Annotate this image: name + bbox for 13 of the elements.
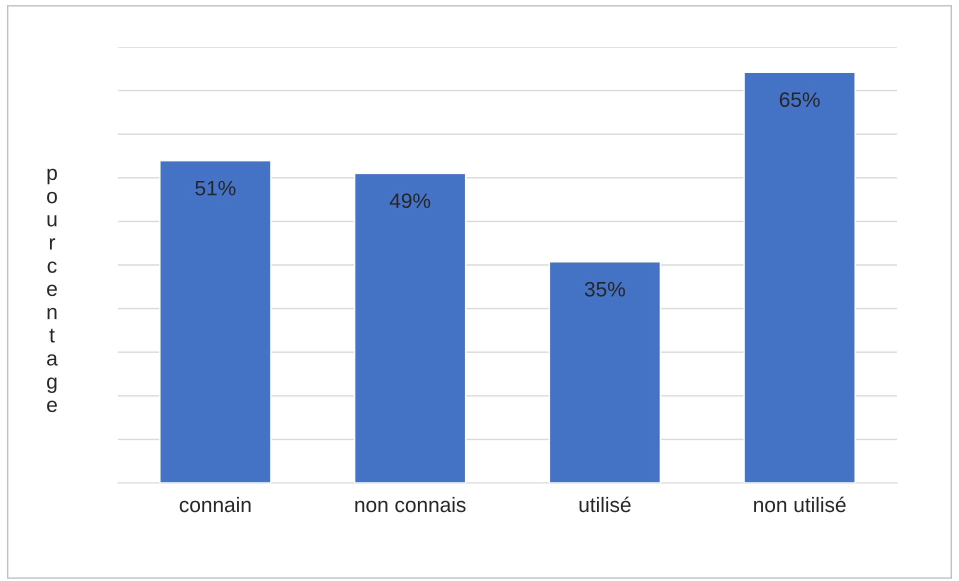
data-label: 51%: [195, 180, 236, 196]
x-tick-label: non utilisé: [754, 496, 846, 512]
data-label: 35%: [584, 282, 625, 297]
data-label: 49%: [390, 193, 430, 208]
bar: [354, 172, 466, 483]
data-label: 65%: [780, 92, 820, 108]
text: pourcentage: [47, 168, 58, 412]
bar: [743, 72, 856, 483]
x-tick-label: utilisé: [580, 496, 631, 512]
x-tick-label: connain: [180, 496, 251, 512]
bar: [548, 261, 662, 483]
x-tick-label: non connais: [355, 496, 466, 512]
bar: [159, 160, 272, 483]
